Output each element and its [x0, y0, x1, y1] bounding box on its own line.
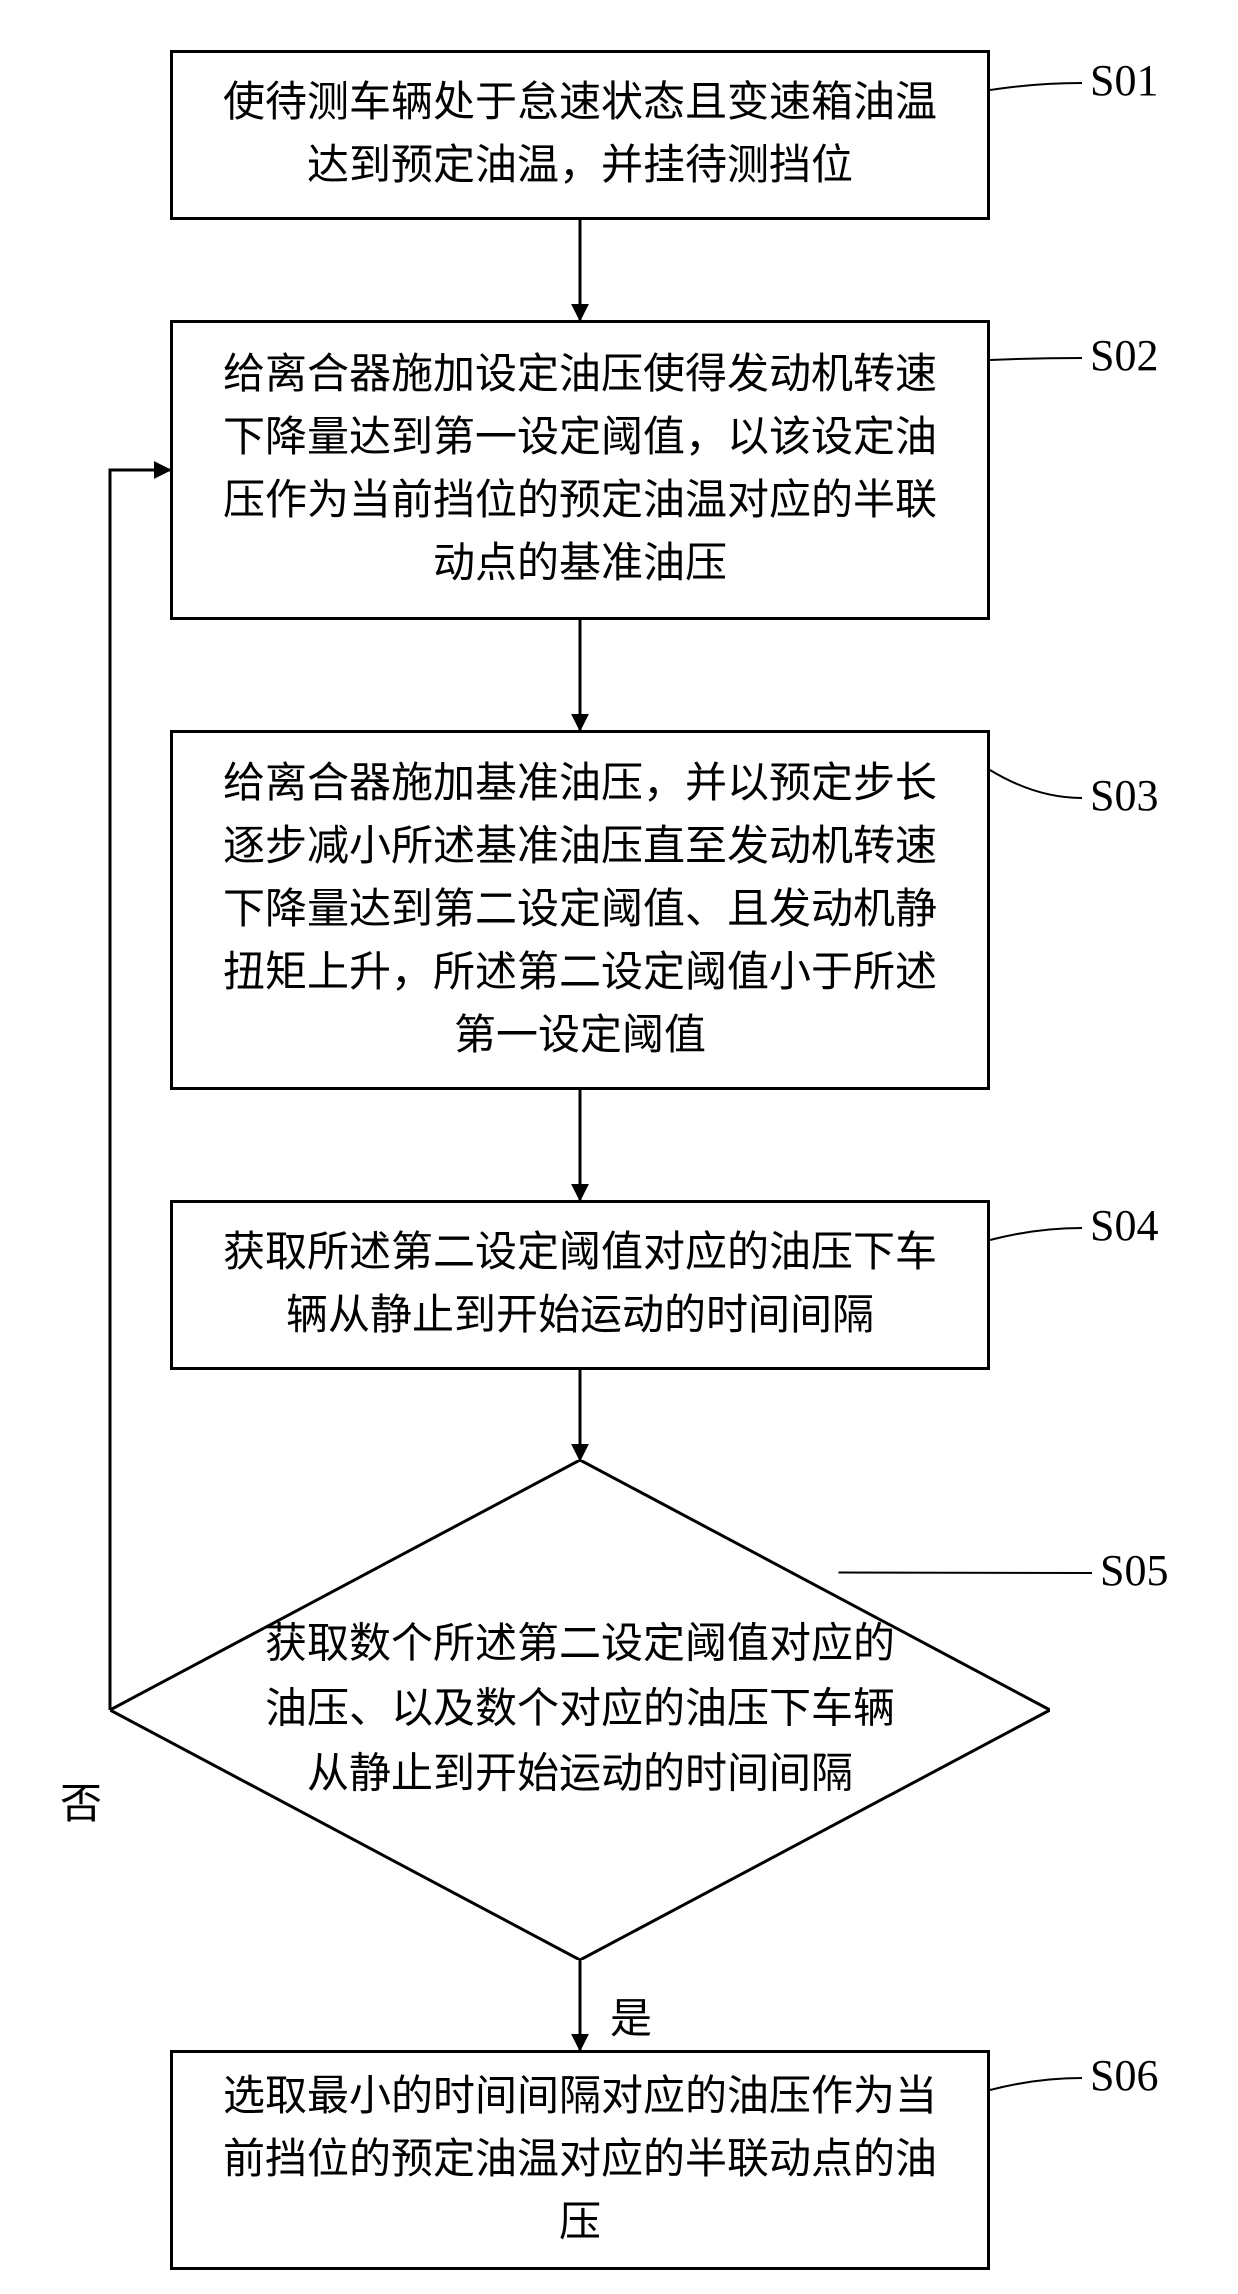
step-s02: 给离合器施加设定油压使得发动机转速下降量达到第一设定阈值，以该设定油压作为当前挡…	[170, 320, 990, 620]
branch-no: 否	[60, 1770, 102, 1831]
step-label-s04: S04	[1090, 1200, 1158, 1251]
step-s03: 给离合器施加基准油压，并以预定步长逐步减小所述基准油压直至发动机转速下降量达到第…	[170, 730, 990, 1090]
step-label-s03: S03	[1090, 770, 1158, 821]
step-text: 给离合器施加设定油压使得发动机转速下降量达到第一设定阈值，以该设定油压作为当前挡…	[203, 344, 957, 596]
decision-text: 获取数个所述第二设定阈值对应的油压、以及数个对应的油压下车辆从静止到开始运动的时…	[251, 1612, 909, 1807]
step-text: 选取最小的时间间隔对应的油压作为当前挡位的预定油温对应的半联动点的油压	[203, 2066, 957, 2255]
step-text: 给离合器施加基准油压，并以预定步长逐步减小所述基准油压直至发动机转速下降量达到第…	[203, 753, 957, 1068]
step-text: 获取所述第二设定阈值对应的油压下车辆从静止到开始运动的时间间隔	[203, 1222, 957, 1348]
step-label-s06: S06	[1090, 2050, 1158, 2101]
step-s01: 使待测车辆处于怠速状态且变速箱油温达到预定油温，并挂待测挡位	[170, 50, 990, 220]
decision-s05: 获取数个所述第二设定阈值对应的油压、以及数个对应的油压下车辆从静止到开始运动的时…	[110, 1460, 1050, 1960]
step-label-s01: S01	[1090, 55, 1158, 106]
decision-label: S05	[1100, 1545, 1168, 1596]
step-text: 使待测车辆处于怠速状态且变速箱油温达到预定油温，并挂待测挡位	[203, 72, 957, 198]
step-s04: 获取所述第二设定阈值对应的油压下车辆从静止到开始运动的时间间隔	[170, 1200, 990, 1370]
branch-yes: 是	[610, 1985, 652, 2046]
step-s06: 选取最小的时间间隔对应的油压作为当前挡位的预定油温对应的半联动点的油压	[170, 2050, 990, 2270]
step-label-s02: S02	[1090, 330, 1158, 381]
